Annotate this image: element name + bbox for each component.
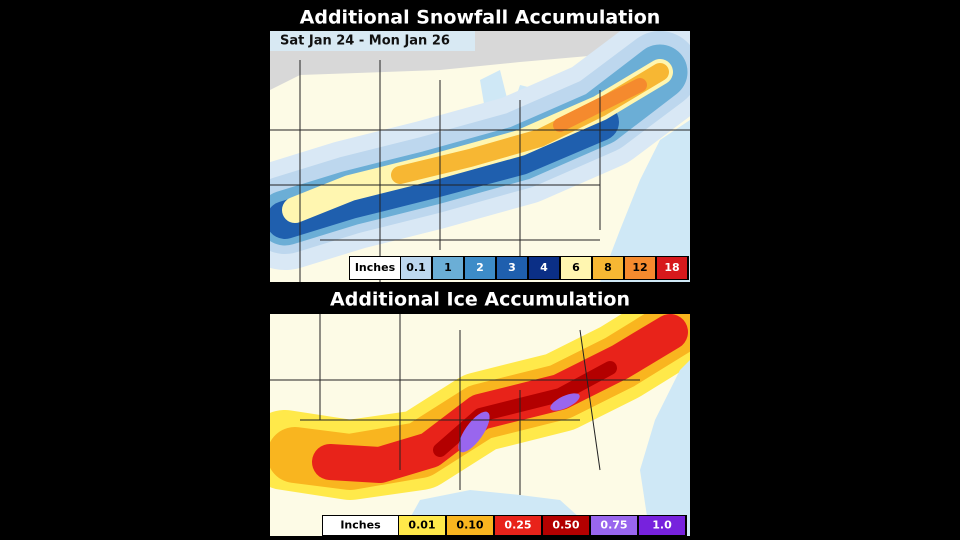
legend-label: 8 [604,261,612,274]
legend-swatch [561,257,591,279]
legend-label: 18 [664,261,679,274]
legend-swatch [529,257,559,279]
legend-unit: Inches [355,261,396,274]
legend-label: 2 [476,261,484,274]
legend-label: 0.1 [406,261,426,274]
legend-swatch [401,257,431,279]
legend-label: 1 [444,261,452,274]
legend-label: 4 [540,261,548,274]
legend-swatch [625,257,655,279]
legend-swatch [497,257,527,279]
legend-label: 1.0 [652,519,672,532]
legend-swatch [593,257,623,279]
legend-swatch [657,257,687,279]
legend-unit-box [350,257,400,279]
legend-label: 12 [632,261,647,274]
legend-swatch [543,516,589,535]
legend-swatch [433,257,463,279]
subtitle: Sat Jan 24 - Mon Jan 26 [280,34,450,49]
legend-label: 6 [572,261,580,274]
legend-label: 0.25 [504,519,531,532]
legend-label: 0.50 [552,519,579,532]
legend-swatch [639,516,685,535]
legend-unit: Inches [340,519,381,532]
legend-label: 0.10 [456,519,483,532]
legend: Inches 0.1 1 2 3 4 6 8 12 18 [349,256,689,280]
ice-map [270,314,690,536]
legend-swatch [495,516,541,535]
legend-label: 0.75 [600,519,627,532]
legend-swatch [591,516,637,535]
legend: Inches 0.01 0.10 0.25 0.50 0.75 1.0 [322,515,687,536]
legend-swatch [447,516,493,535]
snow-map [270,31,690,282]
title: Additional Snowfall Accumulation [300,7,661,29]
legend-unit-box [323,516,398,535]
legend-swatch [465,257,495,279]
legend-label: 0.01 [408,519,435,532]
legend-label: 3 [508,261,516,274]
title: Additional Ice Accumulation [330,289,630,311]
legend-swatch [399,516,445,535]
